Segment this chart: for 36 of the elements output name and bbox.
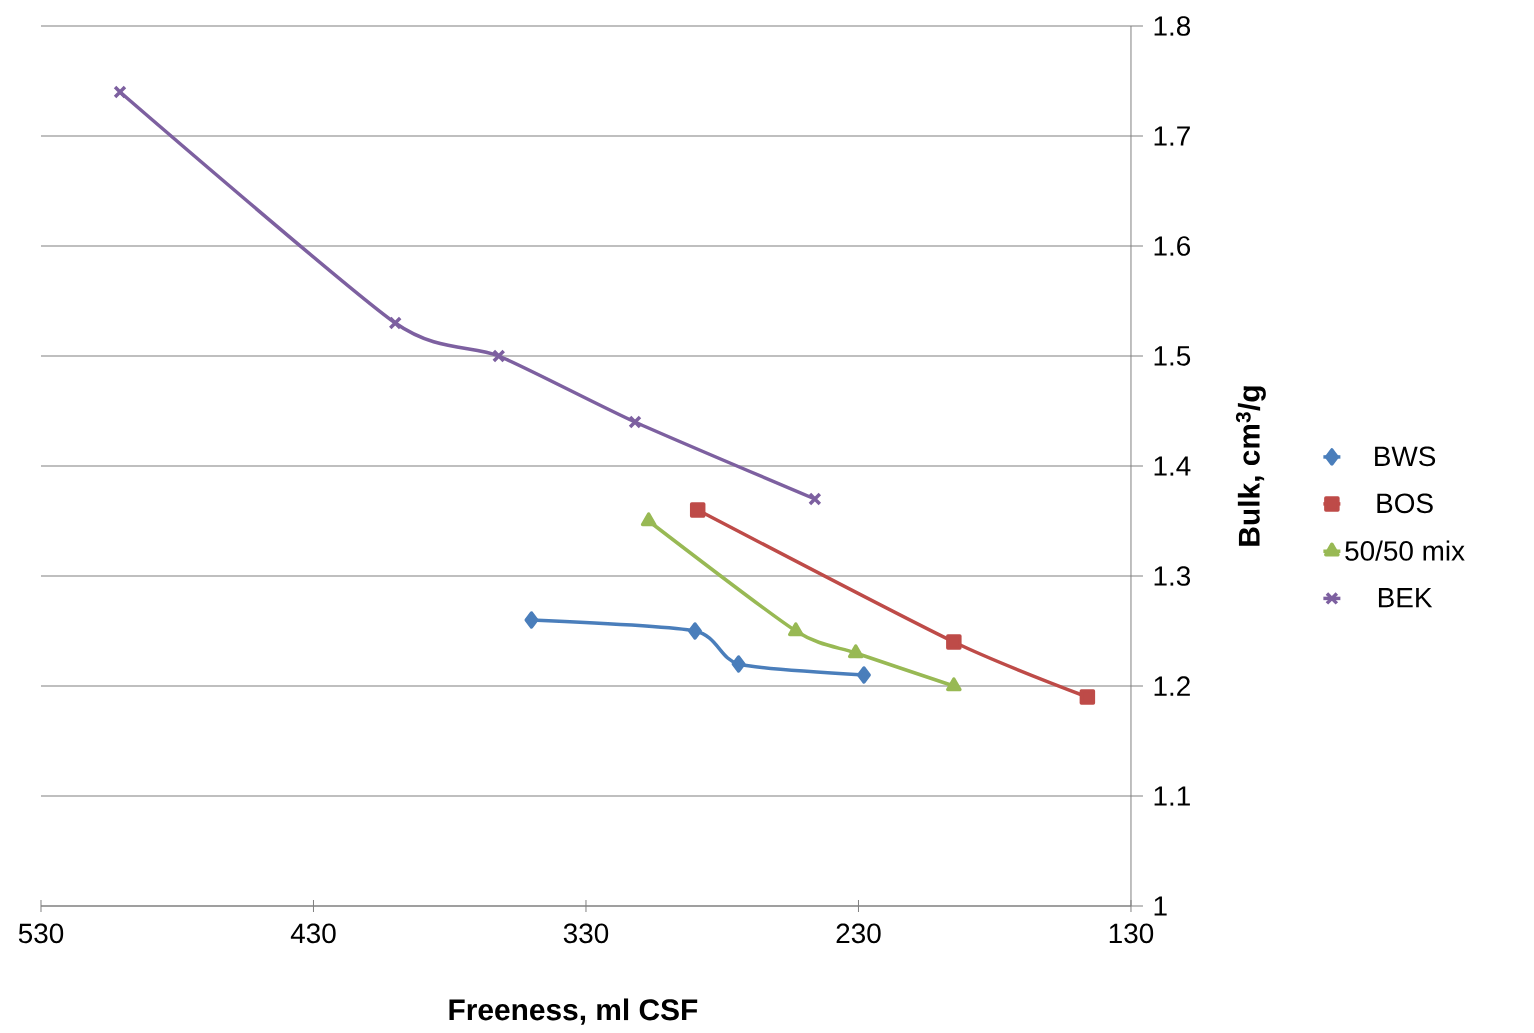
point <box>113 85 127 99</box>
point <box>946 634 962 650</box>
point <box>640 512 657 527</box>
y-tick-label: 1.3 <box>1154 566 1191 586</box>
y-tick-label: 1.8 <box>1154 16 1191 36</box>
point <box>731 655 746 673</box>
point <box>524 611 539 629</box>
x-tick-label: 430 <box>290 923 336 944</box>
point <box>689 502 706 518</box>
x-axis-title: Freeness, ml CSF <box>449 998 698 1025</box>
point <box>687 622 702 640</box>
y-tick-label: 1 <box>1154 896 1167 916</box>
point <box>808 492 822 506</box>
point <box>628 415 642 429</box>
x-tick-label: 330 <box>563 923 609 944</box>
legend-label: BOS <box>1377 493 1433 514</box>
y-tick-label: 1.5 <box>1154 346 1191 366</box>
y-tick-label: 1.2 <box>1154 676 1190 696</box>
y-tick-label: 1.6 <box>1154 236 1191 256</box>
legend-label: BWS <box>1375 446 1436 467</box>
point <box>946 677 962 692</box>
y-tick-label: 1.7 <box>1154 126 1190 146</box>
point <box>847 644 864 659</box>
point <box>1079 689 1096 705</box>
y-axis-title: Bulk, cm$^{3}$/g <box>1235 386 1266 546</box>
y-tick-label: 1.4 <box>1154 456 1191 476</box>
y-tick-label: 1.1 <box>1154 786 1190 806</box>
point <box>856 666 871 684</box>
point <box>388 316 402 330</box>
point <box>492 349 506 363</box>
legend-label: BEK <box>1378 588 1433 608</box>
legend-label: 50/50 mix <box>1345 540 1465 561</box>
x-tick-label: 130 <box>1109 923 1154 944</box>
x-tick-label: 530 <box>18 923 64 944</box>
point <box>787 622 804 637</box>
x-tick-label: 230 <box>836 923 881 944</box>
